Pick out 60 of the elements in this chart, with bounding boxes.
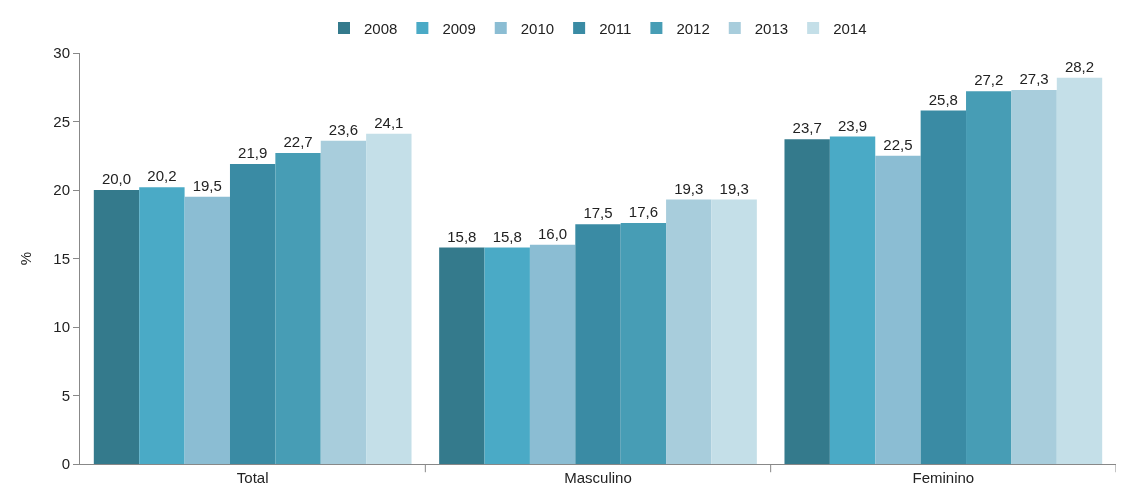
y-tick-label: 15 xyxy=(53,249,70,267)
legend-label: 2008 xyxy=(364,19,398,37)
data-label: 17,5 xyxy=(583,204,613,222)
y-tick-label: 5 xyxy=(61,386,70,404)
x-tick-label: Masculino xyxy=(564,469,632,486)
bar xyxy=(275,153,321,464)
data-label: 23,7 xyxy=(792,119,822,137)
legend-label: 2013 xyxy=(754,19,789,37)
legend-label: 2014 xyxy=(833,19,867,37)
data-label: 19,3 xyxy=(674,179,704,197)
bar xyxy=(875,155,921,464)
bar xyxy=(320,140,367,464)
data-label: 19,3 xyxy=(719,179,749,197)
data-label: 22,5 xyxy=(883,135,913,153)
bar xyxy=(184,196,230,464)
x-tick-label: Feminino xyxy=(912,469,975,486)
y-tick-label: 10 xyxy=(53,318,70,336)
data-label: 28,2 xyxy=(1064,57,1095,75)
y-tick-label: 0 xyxy=(61,455,70,473)
bar xyxy=(1011,89,1057,464)
bar xyxy=(920,110,967,464)
bar xyxy=(966,91,1012,464)
bar xyxy=(529,244,576,464)
data-label: 27,2 xyxy=(974,71,1004,89)
x-tick-label: Total xyxy=(236,469,269,486)
data-label: 27,3 xyxy=(1019,69,1049,87)
y-tick-label: 20 xyxy=(53,181,70,199)
legend-label: 2011 xyxy=(599,19,632,37)
legend-label: 2010 xyxy=(520,19,555,37)
data-label: 20,2 xyxy=(147,167,177,185)
bar xyxy=(366,133,412,464)
bar xyxy=(439,247,485,464)
bar xyxy=(620,222,667,464)
bar xyxy=(93,190,140,464)
data-label: 15,8 xyxy=(492,227,522,245)
data-label: 24,1 xyxy=(374,113,404,131)
data-label: 25,8 xyxy=(928,90,958,108)
bar xyxy=(484,247,530,464)
y-tick-label: 30 xyxy=(53,44,70,62)
bar xyxy=(784,139,830,464)
y-tick-label: 25 xyxy=(53,112,70,130)
data-label: 20,0 xyxy=(101,170,132,187)
data-label: 17,6 xyxy=(628,202,658,220)
bar xyxy=(229,163,276,464)
data-label: 16,0 xyxy=(538,224,568,242)
bar xyxy=(829,136,876,464)
bar xyxy=(711,199,757,464)
data-label: 19,5 xyxy=(192,176,222,194)
data-label: 23,6 xyxy=(328,120,359,138)
bar xyxy=(1056,77,1103,464)
data-label: 23,9 xyxy=(837,116,868,134)
data-label: 21,9 xyxy=(238,143,268,161)
bar xyxy=(139,187,185,464)
y-axis-title: % xyxy=(16,251,34,266)
legend-label: 2009 xyxy=(442,19,476,37)
bar xyxy=(666,199,712,464)
bar xyxy=(575,224,621,464)
data-label: 15,8 xyxy=(447,227,477,245)
legend-label: 2012 xyxy=(676,19,710,37)
data-label: 22,7 xyxy=(283,133,313,151)
